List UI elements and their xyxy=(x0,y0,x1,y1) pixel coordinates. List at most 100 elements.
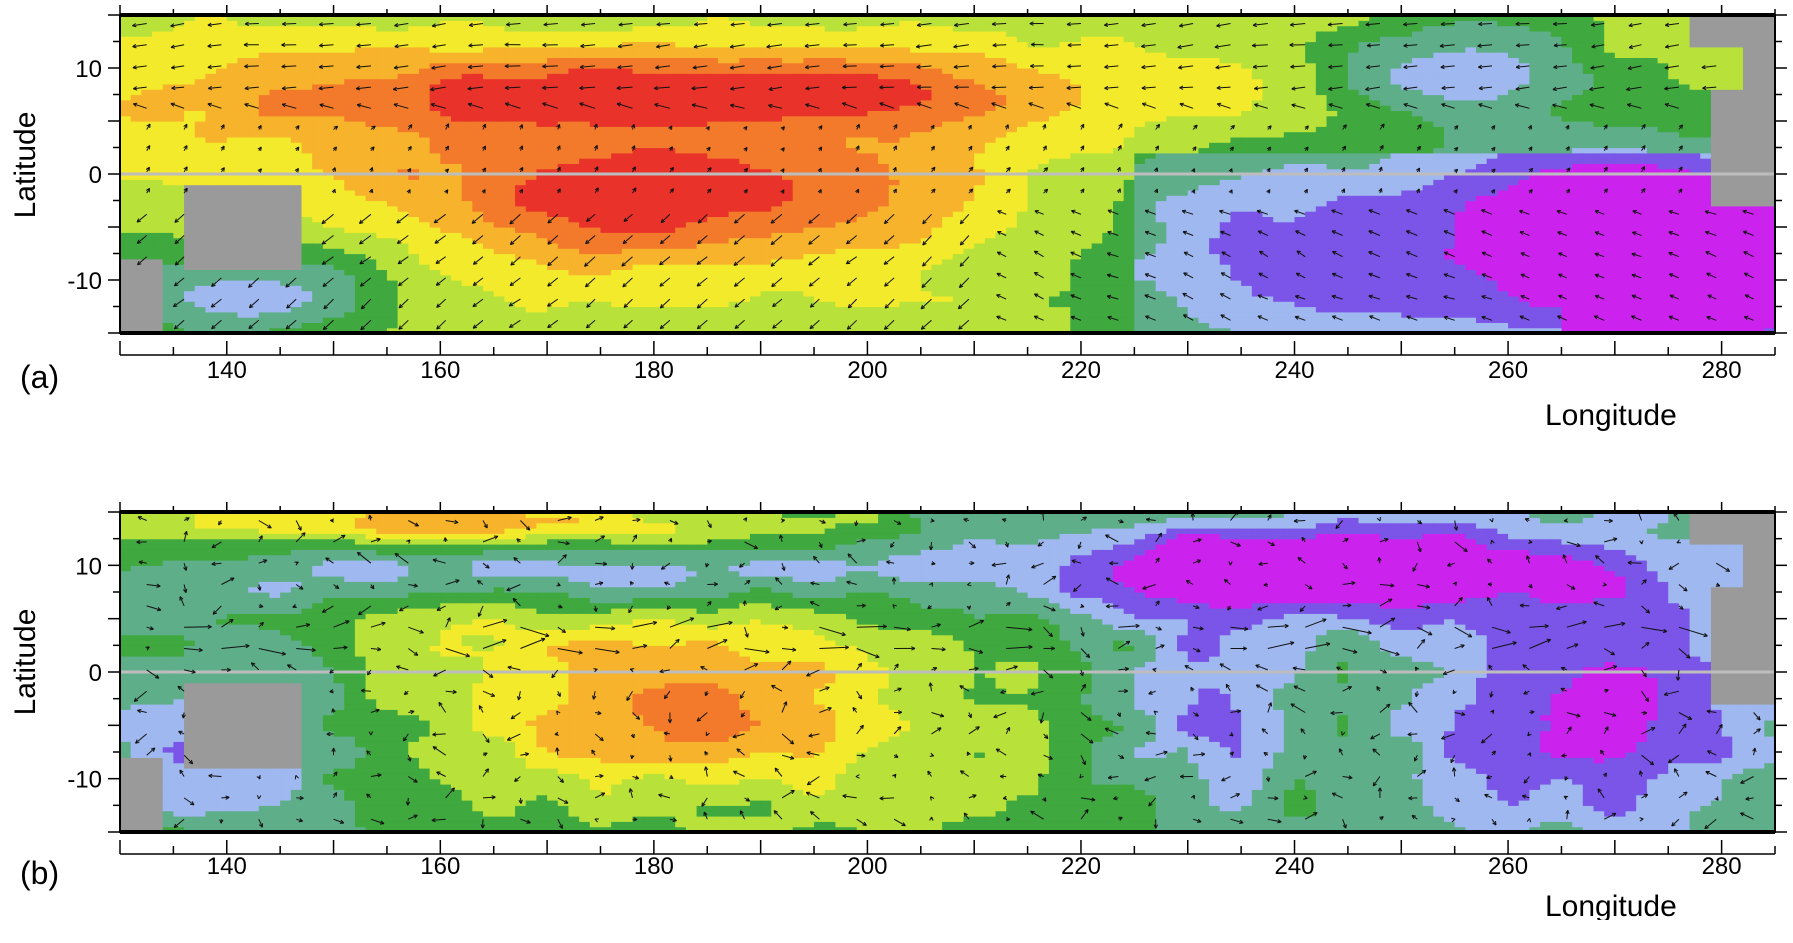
heatmap-cell xyxy=(429,179,441,186)
heatmap-cell xyxy=(621,290,634,297)
heatmap-cell xyxy=(557,216,570,223)
heatmap-cell xyxy=(226,216,239,223)
heatmap-cell xyxy=(312,57,324,64)
heatmap-cell xyxy=(408,168,420,175)
heatmap-cell xyxy=(173,105,185,111)
heatmap-cell xyxy=(931,274,943,281)
heatmap-cell xyxy=(120,78,132,85)
heatmap-cell xyxy=(344,317,356,323)
heatmap-cell xyxy=(194,184,207,191)
heatmap-cell xyxy=(974,211,986,217)
heatmap-cell xyxy=(258,94,271,101)
heatmap-cell xyxy=(749,99,762,106)
heatmap-cell xyxy=(792,78,804,85)
heatmap-cell xyxy=(354,36,367,43)
heatmap-cell xyxy=(856,317,869,323)
heatmap-cell xyxy=(653,15,666,21)
heatmap-cell xyxy=(365,290,377,297)
heatmap-cell xyxy=(995,295,1007,302)
heatmap-cell xyxy=(237,211,249,217)
heatmap-cell xyxy=(782,136,794,143)
heatmap-cell xyxy=(984,46,997,53)
heatmap-cell xyxy=(643,264,655,270)
heatmap-cell xyxy=(653,99,666,106)
heatmap-cell xyxy=(952,242,965,249)
heatmap-cell xyxy=(814,242,826,249)
heatmap-cell xyxy=(120,280,132,286)
heatmap-cell xyxy=(653,73,666,80)
heatmap-cell xyxy=(632,158,644,164)
heatmap-cell xyxy=(707,158,719,164)
heatmap-cell xyxy=(867,83,879,90)
heatmap-cell xyxy=(984,227,997,233)
heatmap-cell xyxy=(301,25,313,32)
heatmap-cell xyxy=(216,301,228,308)
heatmap-cell xyxy=(782,248,794,255)
heatmap-cell xyxy=(237,57,249,64)
heatmap-cell xyxy=(194,306,207,313)
heatmap-cell xyxy=(685,94,698,101)
heatmap-cell xyxy=(386,200,399,207)
heatmap-cell xyxy=(205,163,217,170)
heatmap-cell xyxy=(397,237,409,244)
heatmap-cell xyxy=(536,179,548,186)
heatmap-cell xyxy=(461,121,473,127)
heatmap-cell xyxy=(301,94,313,101)
heatmap-cell xyxy=(483,205,495,212)
heatmap-cell xyxy=(920,311,933,318)
heatmap-cell xyxy=(717,36,730,43)
heatmap-cell xyxy=(728,184,740,191)
heatmap-cell xyxy=(952,200,965,207)
heatmap-cell xyxy=(483,73,495,80)
heatmap-cell xyxy=(248,52,260,58)
heatmap-cell xyxy=(322,216,335,223)
heatmap-cell xyxy=(269,327,281,334)
heatmap-cell xyxy=(504,274,516,281)
heatmap-cell xyxy=(899,142,911,149)
heatmap-cell xyxy=(611,15,623,21)
heatmap-cell xyxy=(782,274,794,281)
heatmap-cell xyxy=(931,200,943,207)
heatmap-cell xyxy=(493,147,505,154)
heatmap-cell xyxy=(536,147,548,154)
heatmap-cell xyxy=(120,195,132,202)
heatmap-cell xyxy=(653,205,666,212)
heatmap-cell xyxy=(301,248,313,255)
heatmap-cell xyxy=(461,311,473,318)
heatmap-cell xyxy=(974,253,986,260)
heatmap-cell xyxy=(942,142,954,149)
heatmap-cell xyxy=(1006,280,1018,286)
heatmap-cell xyxy=(194,200,207,207)
heatmap-cell xyxy=(643,131,655,138)
heatmap-cell xyxy=(611,216,623,223)
heatmap-cell xyxy=(984,168,997,175)
heatmap-cell xyxy=(429,317,441,323)
heatmap-cell xyxy=(611,46,623,53)
heatmap-cell xyxy=(685,311,698,318)
heatmap-cell xyxy=(301,57,313,64)
heatmap-cell xyxy=(846,280,858,286)
heatmap-cell xyxy=(408,25,420,32)
heatmap-cell xyxy=(675,306,687,313)
heatmap-cell xyxy=(408,52,420,58)
heatmap-cell xyxy=(600,131,612,138)
heatmap-cell xyxy=(835,311,847,318)
heatmap-cell xyxy=(717,168,730,175)
heatmap-cell xyxy=(664,78,676,85)
heatmap-cell xyxy=(173,15,185,21)
heatmap-cell xyxy=(995,126,1007,133)
heatmap-cell xyxy=(376,73,388,80)
heatmap-cell xyxy=(184,227,196,233)
heatmap-cell xyxy=(451,237,463,244)
heatmap-cell xyxy=(995,73,1007,80)
heatmap-cell xyxy=(130,15,142,21)
heatmap-cell xyxy=(846,142,858,149)
heatmap-cell xyxy=(600,147,612,154)
heatmap-cell xyxy=(643,83,655,90)
heatmap-cell xyxy=(589,115,602,122)
heatmap-cell xyxy=(867,301,879,308)
heatmap-cell xyxy=(451,227,463,233)
heatmap-cell xyxy=(749,200,762,207)
heatmap-cell xyxy=(878,36,890,43)
heatmap-cell xyxy=(525,237,538,244)
